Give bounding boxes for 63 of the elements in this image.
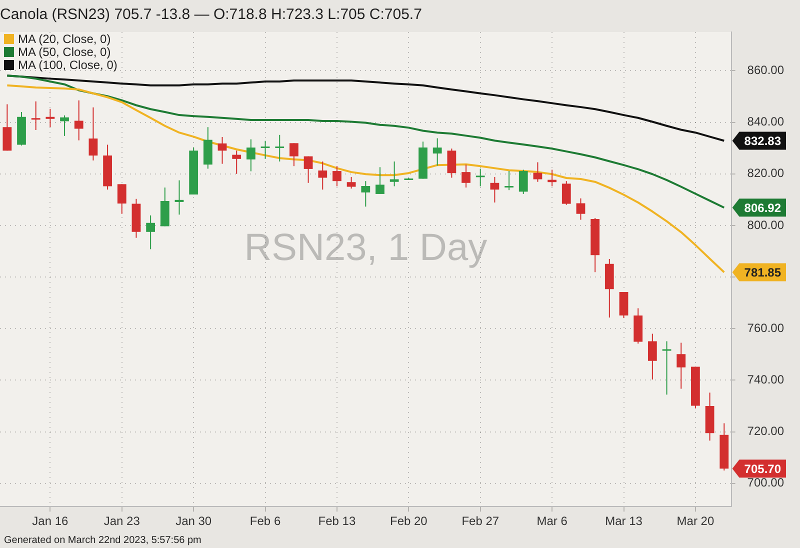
x-tick-label: Mar 6: [536, 514, 568, 528]
x-tick-label: Mar 13: [605, 514, 643, 528]
x-tick-label: Feb 6: [250, 514, 281, 528]
text: Generated on March 22nd 2023, 5:57:56 pm: [4, 534, 202, 546]
candlestick: [318, 160, 328, 190]
candlestick: [432, 138, 442, 166]
x-tick-label: Jan 23: [104, 514, 140, 528]
candlestick: [447, 148, 456, 178]
candlestick: [246, 138, 256, 172]
x-tick-label: Mar 20: [676, 514, 714, 528]
candlestick: [390, 160, 399, 187]
candlestick: [518, 169, 528, 194]
candlestick: [662, 340, 672, 396]
candlestick: [31, 100, 40, 131]
candlestick: [74, 100, 84, 141]
candlestick: [490, 176, 500, 203]
candlestick: [533, 162, 542, 182]
x-tick-label: Feb 20: [390, 514, 428, 528]
candlestick: [290, 142, 298, 167]
y-tick-label: 840.00: [747, 114, 784, 129]
candlestick: [117, 184, 126, 214]
data-label: 832.83: [744, 134, 782, 148]
candlestick: [332, 166, 342, 187]
candlestick: [88, 106, 98, 161]
y-tick-label: 800.00: [747, 218, 784, 232]
data-label: 806.92: [744, 200, 782, 215]
x-tick-label: Feb 27: [462, 514, 500, 528]
candlestick: [476, 168, 485, 187]
candlestick: [218, 136, 227, 164]
y-tick-label: 740.00: [747, 372, 784, 387]
candlestick: [232, 150, 242, 174]
candlestick: [619, 292, 628, 319]
candlestick: [146, 214, 156, 250]
chart-title: Canola (RSN23) 705.7 -13.8 — O:718.8 H:723.3 L:705 C:705.7: [0, 6, 422, 24]
candlestick: [648, 333, 657, 380]
y-tick-label: 720.00: [747, 424, 784, 438]
candlestick: [504, 170, 514, 191]
candlestick: [676, 342, 686, 390]
candlestick: [60, 114, 69, 136]
candlestick: [174, 180, 184, 216]
legend-label: MA (20, Close, 0): [18, 32, 111, 46]
legend-label: MA (100, Close, 0): [18, 58, 118, 72]
candlestick: [562, 180, 571, 206]
candlestick: [304, 156, 313, 184]
legend-label: MA (50, Close, 0): [18, 45, 111, 59]
data-label: 781.85: [744, 266, 782, 280]
y-tick-label: 700.00: [747, 476, 784, 490]
candlestick: [576, 198, 586, 220]
candlestick: [260, 140, 270, 160]
candlestick: [275, 134, 284, 162]
x-tick-label: Feb 13: [318, 514, 356, 528]
y-tick-label: 860.00: [747, 63, 784, 78]
candlestick: [361, 180, 370, 208]
y-tick-label: 820.00: [747, 166, 784, 180]
x-tick-label: Jan 16: [32, 514, 69, 528]
text: 705.70: [744, 462, 781, 476]
candlestick: [346, 176, 356, 190]
y-tick-label: 760.00: [747, 320, 784, 335]
candlestick: [376, 166, 384, 194]
candlestick: [2, 104, 12, 152]
x-tick-label: Jan 30: [176, 514, 212, 528]
candlestick: [462, 164, 470, 188]
candlestick: [46, 108, 55, 128]
